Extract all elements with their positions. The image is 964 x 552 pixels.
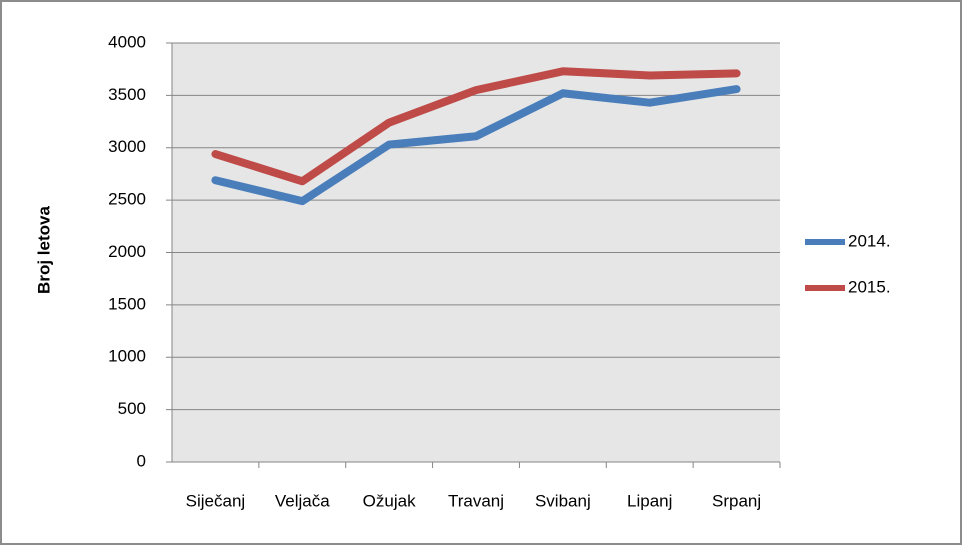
legend-label: 2015.: [848, 277, 891, 296]
y-tick-label: 3500: [108, 85, 146, 104]
x-tick-label: Svibanj: [535, 491, 591, 510]
series-line: [211, 85, 741, 206]
y-tick-label: 1500: [108, 294, 146, 313]
legend-label: 2014.: [848, 231, 891, 250]
x-tick-label: Srpanj: [712, 491, 761, 510]
y-tick-label: 1000: [108, 347, 146, 366]
y-tick-label: 4000: [108, 32, 146, 51]
series-line: [211, 67, 741, 186]
y-tick-label: 2000: [108, 242, 146, 261]
x-tick-label: Travanj: [448, 491, 504, 510]
y-axis-label: Broj letova: [34, 206, 53, 294]
x-tick-label: Ožujak: [363, 491, 416, 510]
y-tick-label: 500: [118, 399, 146, 418]
x-tick-label: Veljača: [275, 491, 330, 510]
y-tick-label: 0: [137, 451, 146, 470]
x-tick-label: Siječanj: [186, 491, 246, 510]
x-tick-label: Lipanj: [627, 491, 672, 510]
y-tick-label: 3000: [108, 137, 146, 156]
y-tick-label: 2500: [108, 190, 146, 209]
